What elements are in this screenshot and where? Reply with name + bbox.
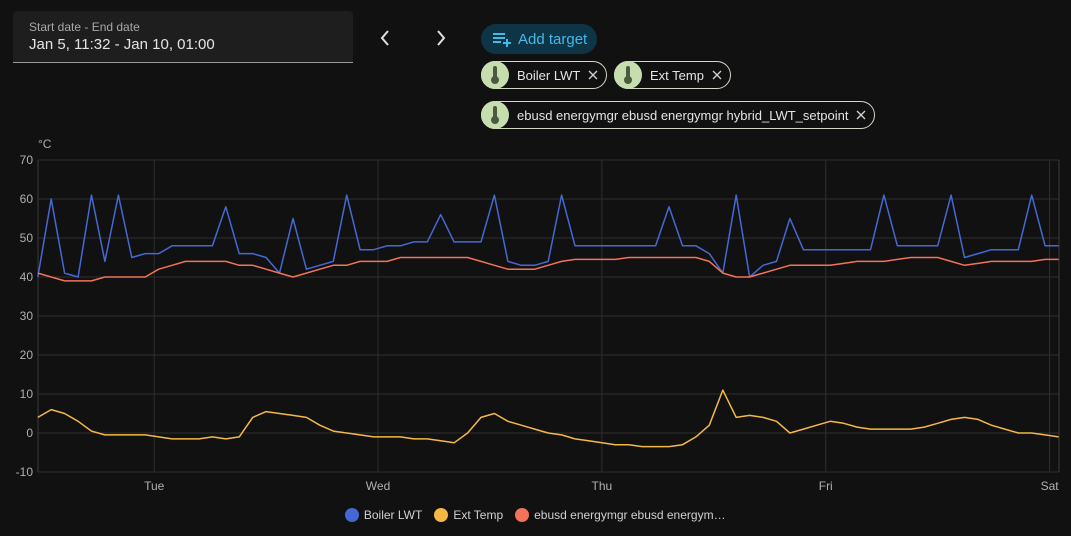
date-picker-label: Start date - End date	[29, 20, 140, 34]
legend-swatch	[434, 508, 449, 522]
x-tick-label: Thu	[592, 479, 613, 493]
y-axis-unit: °C	[38, 137, 52, 151]
chip-remove[interactable]	[588, 68, 598, 83]
y-tick-label: 0	[26, 426, 33, 440]
add-target-button[interactable]: Add target	[481, 24, 597, 54]
x-tick-label: Sat	[1041, 479, 1060, 493]
target-chip: ebusd energymgr ebusd energymgr hybrid_L…	[481, 101, 876, 129]
y-tick-label: 70	[20, 153, 34, 167]
add-target-label: Add target	[518, 30, 588, 48]
series-line	[37, 194, 1059, 278]
chip-label: Ext Temp	[650, 67, 704, 83]
chart: °C -10 0 10 20 30 40 50 60 70 Tue Wed Thu Fri Sat	[16, 137, 1060, 493]
legend-item[interactable]: Ext Temp	[434, 508, 503, 522]
add-icon	[493, 33, 511, 47]
legend-label: Ext Temp	[453, 508, 504, 522]
legend-label: Boiler LWT	[363, 508, 423, 522]
close-icon[interactable]	[712, 70, 722, 80]
legend-item[interactable]: Boiler LWT	[344, 508, 423, 522]
date-picker[interactable]: Start date - End date Jan 5, 11:32 - Jan…	[13, 11, 353, 63]
x-tick-label: Fri	[819, 479, 833, 493]
thermometer-icon	[491, 66, 499, 84]
x-tick-label: Tue	[144, 479, 165, 493]
chip-remove[interactable]	[712, 68, 722, 83]
y-tick-label: 40	[20, 270, 34, 284]
thermometer-icon	[491, 106, 499, 124]
chip-label: ebusd energymgr ebusd energymgr hybrid_L…	[517, 107, 849, 123]
chip-icon	[481, 101, 509, 129]
thermometer-icon	[624, 66, 632, 84]
y-tick-label: 30	[20, 309, 34, 323]
chip-icon	[614, 61, 642, 89]
series-line	[37, 256, 1059, 282]
close-icon[interactable]	[588, 70, 598, 80]
chip-remove[interactable]	[856, 108, 866, 123]
legend-swatch	[515, 508, 530, 522]
y-tick-label: 20	[20, 348, 34, 362]
close-icon[interactable]	[856, 110, 866, 120]
legend-label: ebusd energymgr ebusd energymgr hybrid_L…	[534, 508, 726, 522]
y-tick-label: -10	[16, 465, 34, 479]
x-tick-label: Wed	[366, 479, 390, 493]
series-line	[37, 389, 1059, 448]
next-button[interactable]	[432, 28, 450, 48]
chip-icon	[481, 61, 509, 89]
y-tick-label: 10	[20, 387, 34, 401]
legend-swatch	[344, 508, 359, 522]
y-tick-label: 50	[20, 231, 34, 245]
legend-item[interactable]: ebusd energymgr ebusd energymgr hybrid_L…	[515, 508, 726, 522]
legend: Boiler LWT Ext Temp ebusd energymgr ebusd …	[0, 508, 1071, 522]
date-picker-value: Jan 5, 11:32 - Jan 10, 01:00	[29, 36, 215, 53]
y-tick-label: 60	[20, 192, 34, 206]
chip-label: Boiler LWT	[517, 67, 581, 83]
target-chip: Boiler LWT	[481, 61, 608, 89]
target-chip: Ext Temp	[614, 61, 731, 89]
prev-button[interactable]	[376, 28, 394, 48]
